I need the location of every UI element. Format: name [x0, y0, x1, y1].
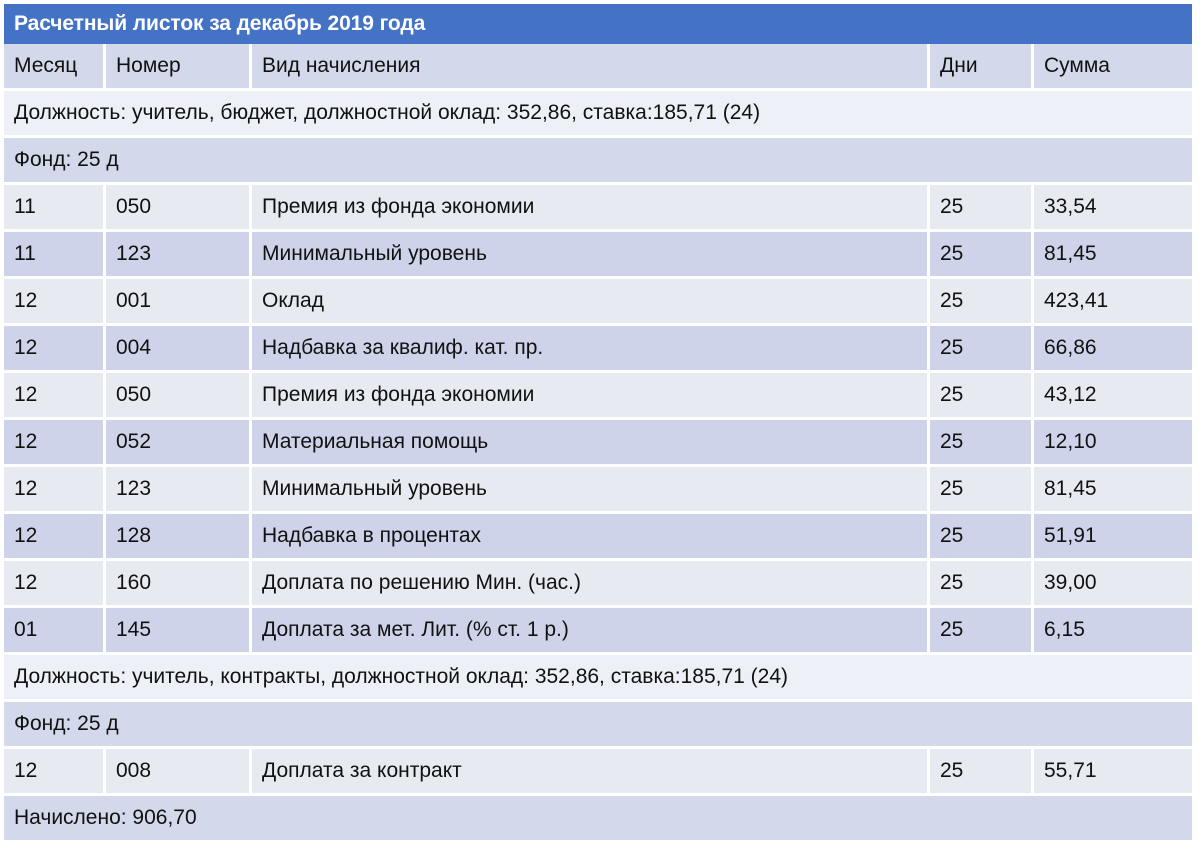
cell-number: 052	[106, 420, 252, 467]
cell-kind: Доплата за мет. Лит. (% ст. 1 р.)	[252, 608, 930, 655]
table-row: 01 145 Доплата за мет. Лит. (% ст. 1 р.) 25…	[4, 608, 1193, 655]
cell-number: 008	[106, 749, 252, 796]
cell-days: 25	[930, 561, 1034, 608]
cell-number: 004	[106, 326, 252, 373]
cell-sum: 66,86	[1034, 326, 1193, 373]
fund-info-text: Фонд: 25 д	[4, 702, 1193, 749]
cell-kind: Доплата за контракт	[252, 749, 930, 796]
table-row: 12 160 Доплата по решению Мин. (час.) 25 39,…	[4, 561, 1193, 608]
column-header-row: Месяц Номер Вид начисления Дни Сумма	[4, 44, 1193, 91]
cell-kind: Надбавка в процентах	[252, 514, 930, 561]
cell-kind: Надбавка за квалиф. кат. пр.	[252, 326, 930, 373]
cell-number: 145	[106, 608, 252, 655]
position-info-row: Должность: учитель, бюджет, должностной …	[4, 91, 1193, 138]
fund-info-row: Фонд: 25 д	[4, 702, 1193, 749]
document-title-row: Расчетный листок за декабрь 2019 года	[4, 4, 1193, 44]
column-header-days: Дни	[930, 44, 1034, 91]
cell-month: 12	[4, 561, 106, 608]
table-row: 11 123 Минимальный уровень 25 81,45	[4, 232, 1193, 279]
cell-month: 01	[4, 608, 106, 655]
cell-kind: Премия из фонда экономии	[252, 185, 930, 232]
fund-info-row: Фонд: 25 д	[4, 138, 1193, 185]
cell-number: 050	[106, 373, 252, 420]
table-row: 12 004 Надбавка за квалиф. кат. пр. 25 66,86	[4, 326, 1193, 373]
table-row: 12 128 Надбавка в процентах 25 51,91	[4, 514, 1193, 561]
cell-number: 050	[106, 185, 252, 232]
cell-sum: 33,54	[1034, 185, 1193, 232]
table-row: 11 050 Премия из фонда экономии 25 33,54	[4, 185, 1193, 232]
cell-sum: 81,45	[1034, 232, 1193, 279]
cell-number: 160	[106, 561, 252, 608]
cell-days: 25	[930, 514, 1034, 561]
cell-number: 123	[106, 232, 252, 279]
cell-days: 25	[930, 420, 1034, 467]
table-row: 12 052 Материальная помощь 25 12,10	[4, 420, 1193, 467]
table-row: 12 001 Оклад 25 423,41	[4, 279, 1193, 326]
cell-month: 12	[4, 420, 106, 467]
cell-month: 11	[4, 232, 106, 279]
cell-kind: Доплата по решению Мин. (час.)	[252, 561, 930, 608]
table-row: 12 123 Минимальный уровень 25 81,45	[4, 467, 1193, 514]
cell-sum: 81,45	[1034, 467, 1193, 514]
table-row: 12 008 Доплата за контракт 25 55,71	[4, 749, 1193, 796]
position-info-text: Должность: учитель, бюджет, должностной …	[4, 91, 1193, 138]
cell-month: 12	[4, 749, 106, 796]
cell-sum: 51,91	[1034, 514, 1193, 561]
column-header-sum: Сумма	[1034, 44, 1193, 91]
cell-month: 12	[4, 326, 106, 373]
cell-days: 25	[930, 467, 1034, 514]
cell-days: 25	[930, 749, 1034, 796]
cell-days: 25	[930, 608, 1034, 655]
cell-kind: Оклад	[252, 279, 930, 326]
cell-sum: 6,15	[1034, 608, 1193, 655]
payslip-table: Расчетный листок за декабрь 2019 года Мес…	[4, 4, 1193, 840]
cell-kind: Минимальный уровень	[252, 467, 930, 514]
position-info-text: Должность: учитель, контракты, должностн…	[4, 655, 1193, 702]
cell-kind: Премия из фонда экономии	[252, 373, 930, 420]
cell-days: 25	[930, 326, 1034, 373]
column-header-month: Месяц	[4, 44, 106, 91]
cell-number: 001	[106, 279, 252, 326]
total-row: Начислено: 906,70	[4, 796, 1193, 840]
column-header-kind: Вид начисления	[252, 44, 930, 91]
cell-sum: 423,41	[1034, 279, 1193, 326]
cell-month: 12	[4, 279, 106, 326]
cell-number: 123	[106, 467, 252, 514]
position-info-row: Должность: учитель, контракты, должностн…	[4, 655, 1193, 702]
cell-days: 25	[930, 279, 1034, 326]
cell-number: 128	[106, 514, 252, 561]
cell-sum: 55,71	[1034, 749, 1193, 796]
page-title: Расчетный листок за декабрь 2019 года	[4, 4, 1193, 44]
fund-info-text: Фонд: 25 д	[4, 138, 1193, 185]
cell-month: 11	[4, 185, 106, 232]
total-accrued-text: Начислено: 906,70	[4, 796, 1193, 840]
cell-days: 25	[930, 185, 1034, 232]
cell-month: 12	[4, 514, 106, 561]
cell-kind: Материальная помощь	[252, 420, 930, 467]
cell-month: 12	[4, 373, 106, 420]
cell-sum: 43,12	[1034, 373, 1193, 420]
column-header-number: Номер	[106, 44, 252, 91]
table-row: 12 050 Премия из фонда экономии 25 43,12	[4, 373, 1193, 420]
cell-kind: Минимальный уровень	[252, 232, 930, 279]
cell-month: 12	[4, 467, 106, 514]
cell-sum: 39,00	[1034, 561, 1193, 608]
cell-days: 25	[930, 232, 1034, 279]
cell-days: 25	[930, 373, 1034, 420]
cell-sum: 12,10	[1034, 420, 1193, 467]
